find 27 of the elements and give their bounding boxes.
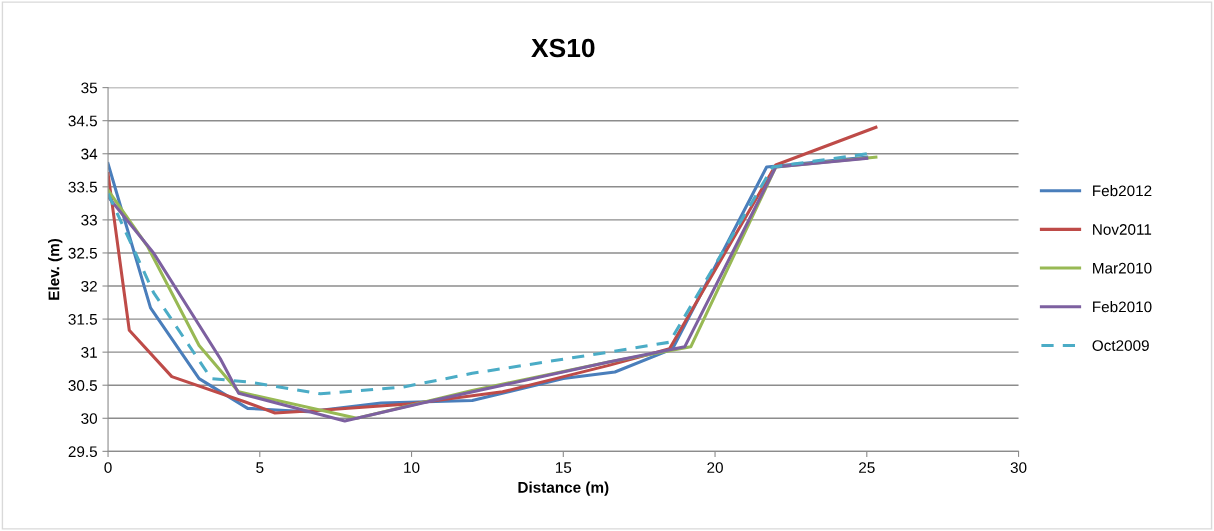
x-tick-label: 30 <box>1010 462 1027 473</box>
legend-label: Feb2010 <box>1093 301 1152 313</box>
x-tick-label: 10 <box>404 462 420 473</box>
y-tick-label: 30.5 <box>68 380 97 391</box>
legend-label: Nov2011 <box>1093 224 1152 235</box>
y-tick-label: 33 <box>81 214 97 226</box>
y-tick-label: 34 <box>81 148 98 160</box>
x-tick-label: 0 <box>104 462 112 473</box>
x-tick-label: 5 <box>256 462 264 473</box>
y-tick-label: 33.5 <box>68 181 97 193</box>
y-axis-title: Elev. (m) <box>48 238 63 300</box>
y-tick-label: 29.5 <box>68 446 97 458</box>
y-tick-label: 31 <box>81 347 97 358</box>
y-tick-label: 32 <box>81 280 97 292</box>
x-axis-title: Distance (m) <box>518 481 609 496</box>
y-tick-label: 30 <box>81 413 98 424</box>
y-tick-label: 31.5 <box>68 313 97 325</box>
y-tick-label: 35 <box>81 82 97 94</box>
legend-label: Oct2009 <box>1092 340 1149 351</box>
legend-label: Feb2012 <box>1093 184 1152 197</box>
y-tick-label: 34.5 <box>68 115 97 127</box>
legend-label: Mar2010 <box>1093 262 1152 274</box>
y-tick-label: 32.5 <box>68 247 97 259</box>
x-tick-label: 15 <box>555 462 572 473</box>
chart-title: XS10 <box>531 38 595 58</box>
x-tick-label: 25 <box>859 462 875 473</box>
x-tick-label: 20 <box>707 462 723 473</box>
